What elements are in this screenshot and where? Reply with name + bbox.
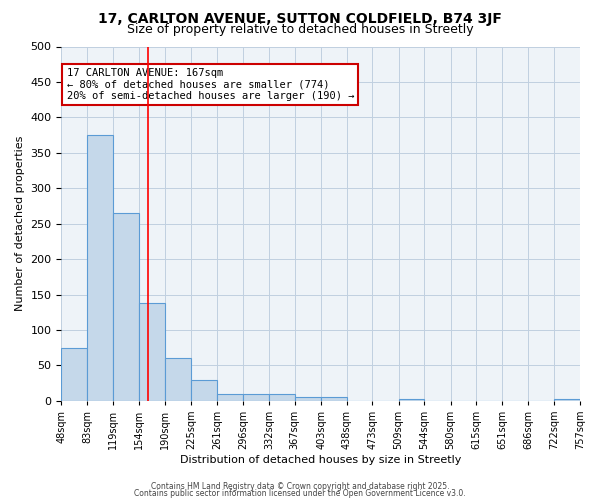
Text: 17, CARLTON AVENUE, SUTTON COLDFIELD, B74 3JF: 17, CARLTON AVENUE, SUTTON COLDFIELD, B7… xyxy=(98,12,502,26)
Bar xyxy=(61,348,87,401)
Bar xyxy=(321,398,347,401)
Bar xyxy=(554,399,580,401)
Bar xyxy=(398,399,424,401)
Text: Contains HM Land Registry data © Crown copyright and database right 2025.: Contains HM Land Registry data © Crown c… xyxy=(151,482,449,491)
Bar xyxy=(243,394,269,401)
Bar xyxy=(165,358,191,401)
Bar xyxy=(217,394,243,401)
Bar xyxy=(191,380,217,401)
Text: Contains public sector information licensed under the Open Government Licence v3: Contains public sector information licen… xyxy=(134,488,466,498)
Bar xyxy=(113,213,139,401)
Text: 17 CARLTON AVENUE: 167sqm
← 80% of detached houses are smaller (774)
20% of semi: 17 CARLTON AVENUE: 167sqm ← 80% of detac… xyxy=(67,68,354,101)
Text: Size of property relative to detached houses in Streetly: Size of property relative to detached ho… xyxy=(127,22,473,36)
Bar xyxy=(269,394,295,401)
Bar xyxy=(295,398,321,401)
Bar xyxy=(87,135,113,401)
Y-axis label: Number of detached properties: Number of detached properties xyxy=(15,136,25,312)
X-axis label: Distribution of detached houses by size in Streetly: Distribution of detached houses by size … xyxy=(180,455,461,465)
Bar xyxy=(139,303,165,401)
